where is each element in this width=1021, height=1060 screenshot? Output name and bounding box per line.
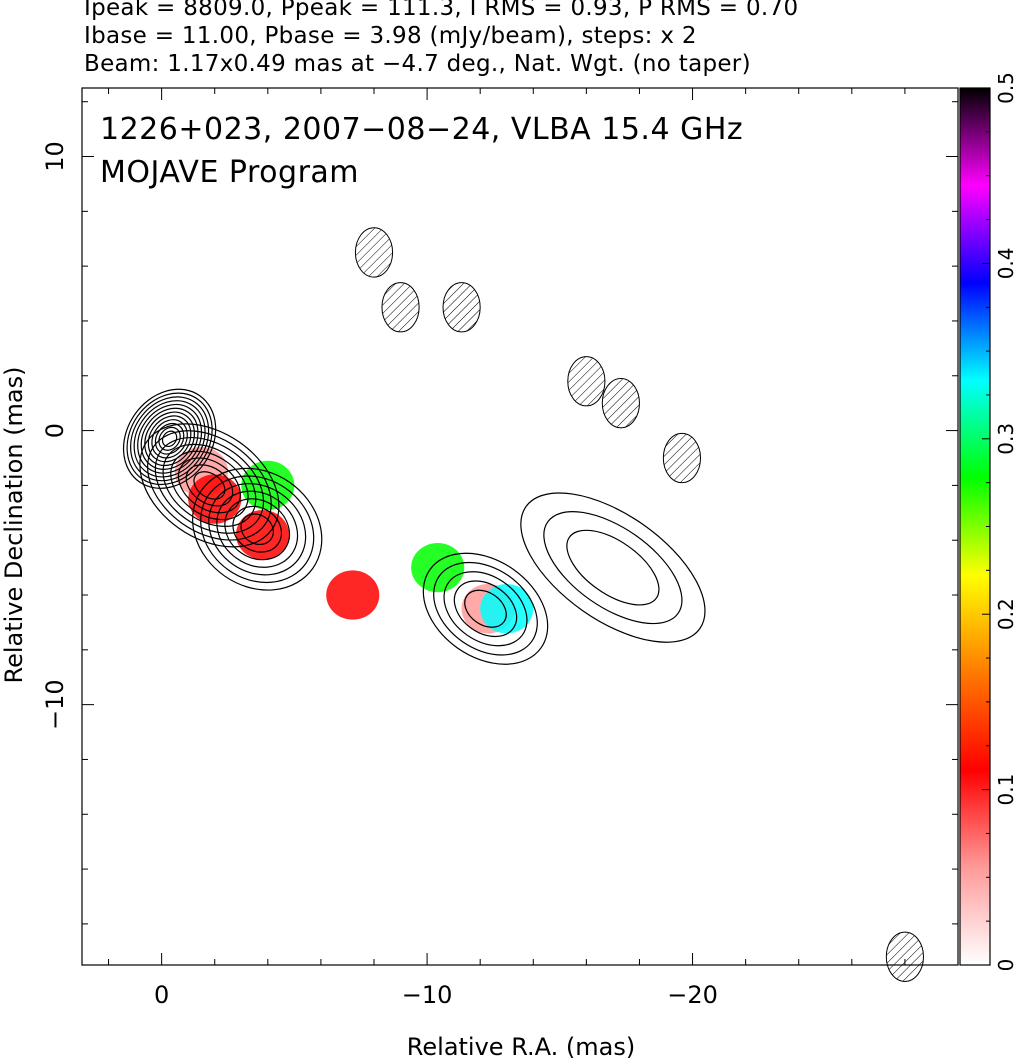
polarization-patch-5 xyxy=(480,584,534,634)
contour-component-4-level-2 xyxy=(566,529,660,606)
y-tick-label: 0 xyxy=(41,423,69,438)
contour-component-3-level-1 xyxy=(433,561,538,656)
polarization-patch-7 xyxy=(326,570,380,620)
colorbar-tick-label: 0.5 xyxy=(994,72,1018,104)
contour-component-1-level-6 xyxy=(185,464,234,507)
colorbar-tick-label: 0.4 xyxy=(994,247,1018,279)
negative-contour-0 xyxy=(354,227,394,278)
colorbar-tick-label: 0.1 xyxy=(994,774,1018,806)
x-tick-label: 0 xyxy=(154,981,169,1009)
contour-component-2-level-2 xyxy=(208,483,307,576)
contour-component-0-level-2 xyxy=(130,396,210,482)
colorbar xyxy=(959,87,991,966)
x-tick-label: −20 xyxy=(667,981,718,1009)
header-line-3: Beam: 1.17x0.49 mas at −4.7 deg., Nat. W… xyxy=(84,51,751,77)
contour-component-3-level-0 xyxy=(422,552,549,665)
y-axis-label: Relative Declination (mas) xyxy=(0,366,28,683)
negative-contour-2 xyxy=(442,282,481,333)
contour-component-2-level-0 xyxy=(192,467,323,591)
contour-component-1-level-0 xyxy=(139,423,280,548)
contour-component-1-level-4 xyxy=(170,450,249,521)
contour-component-3-level-2 xyxy=(443,571,528,647)
y-tick-label: −10 xyxy=(41,679,69,730)
contour-component-2-level-5 xyxy=(232,505,283,553)
contour-component-4-level-0 xyxy=(520,492,706,643)
contour-component-2-level-6 xyxy=(240,513,274,546)
contour-component-3-level-4 xyxy=(464,589,507,628)
plot-title-line-2: MOJAVE Program xyxy=(100,155,360,190)
contour-component-3-level-3 xyxy=(453,580,518,638)
contour-component-1-level-1 xyxy=(147,430,272,541)
contour-component-0-level-3 xyxy=(133,400,206,478)
contour-component-1-level-2 xyxy=(154,436,265,534)
contour-component-0-level-7 xyxy=(147,415,192,463)
negative-contour-4 xyxy=(601,378,640,429)
plot-title-line-1: 1226+023, 2007−08−24, VLBA 15.4 GHz xyxy=(100,112,744,147)
colorbar-tick-label: 0.2 xyxy=(994,598,1018,630)
contour-component-2-level-1 xyxy=(200,475,315,584)
polarization-patch-6 xyxy=(411,542,465,593)
contour-component-1-level-5 xyxy=(177,457,241,514)
colorbar-tick-label: 0 xyxy=(994,959,1018,972)
header-line-2: Ibase = 11.00, Pbase = 3.98 (mJy/beam), … xyxy=(84,23,697,49)
x-axis-label: Relative R.A. (mas) xyxy=(407,1033,635,1060)
contour-component-2-level-3 xyxy=(216,490,299,568)
negative-contour-6 xyxy=(885,931,924,982)
contour-component-4-level-1 xyxy=(543,511,683,625)
negative-contour-1 xyxy=(381,282,420,333)
negative-contour-3 xyxy=(567,356,606,407)
x-tick-label: −10 xyxy=(402,981,453,1009)
contour-component-0-level-4 xyxy=(137,403,203,474)
y-tick-label: 10 xyxy=(41,141,69,172)
contour-component-0-level-5 xyxy=(140,407,199,470)
plot-frame xyxy=(81,87,959,966)
negative-contour-5 xyxy=(662,432,702,484)
contour-component-0-level-0 xyxy=(122,388,217,489)
contour-component-2-level-4 xyxy=(224,498,291,561)
colorbar-tick-label: 0.3 xyxy=(994,423,1018,455)
header-line-1: Ipeak = 8809.0, Ppeak = 111.3, I RMS = 0… xyxy=(84,0,799,21)
